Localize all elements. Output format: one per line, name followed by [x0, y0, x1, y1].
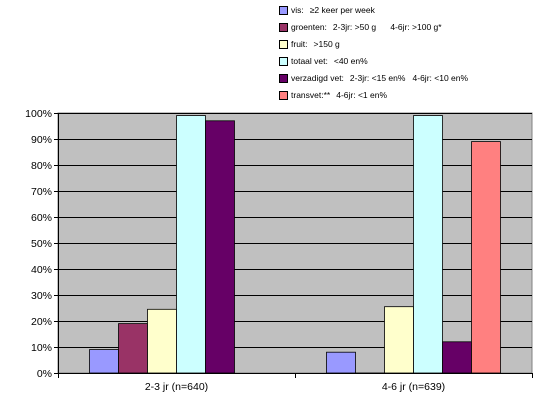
- bar: [176, 115, 206, 374]
- legend-label: fruit:: [291, 39, 308, 49]
- x-tick-label: 2-3 jr (n=640): [145, 381, 208, 393]
- bar: [118, 323, 148, 374]
- legend-item: groenten: 2-3jr: >50 g 4-6jr: >100 g*: [279, 19, 547, 36]
- legend-criteria: <40 en%: [333, 56, 368, 66]
- legend-swatch: [279, 40, 288, 49]
- y-tick-label: 20%: [31, 316, 52, 328]
- legend-item: fruit: >150 g: [279, 36, 547, 53]
- legend-swatch: [279, 6, 288, 15]
- bar: [471, 141, 501, 374]
- y-tick-label: 30%: [31, 290, 52, 302]
- bar: [442, 341, 472, 374]
- x-tick-label: 4-6 jr (n=639): [382, 381, 445, 393]
- legend-label: vis:: [291, 5, 304, 15]
- legend-label: groenten:: [291, 22, 327, 32]
- y-tick-label: 70%: [31, 186, 52, 198]
- y-tick-label: 50%: [31, 238, 52, 250]
- bar: [89, 349, 119, 374]
- legend: vis: ≥2 keer per week groenten: 2-3jr: >50 …: [279, 2, 547, 104]
- bar: [205, 120, 235, 374]
- y-tick-label: 80%: [31, 160, 52, 172]
- legend-label: totaal vet:: [291, 56, 328, 66]
- legend-swatch: [279, 57, 288, 66]
- legend-criteria: ≥2 keer per week: [309, 5, 375, 15]
- legend-swatch: [279, 91, 288, 100]
- legend-item: totaal vet: <40 en%: [279, 53, 547, 70]
- y-tick-label: 60%: [31, 212, 52, 224]
- legend-swatch: [279, 74, 288, 83]
- y-tick-label: 0%: [37, 368, 52, 380]
- legend-label: transvet:**: [291, 90, 331, 100]
- legend-criteria: 2-3jr: <15 en% 4-6jr: <10 en%: [349, 73, 469, 83]
- bar: [355, 372, 385, 374]
- legend-swatch: [279, 23, 288, 32]
- legend-label: verzadigd vet:: [291, 73, 344, 83]
- bar: [413, 115, 443, 374]
- y-tick-label: 100%: [25, 108, 52, 120]
- bar: [326, 351, 356, 374]
- legend-criteria: 4-6jr: <1 en%: [336, 90, 388, 100]
- bar: [384, 306, 414, 374]
- y-tick-label: 90%: [31, 134, 52, 146]
- legend-item: verzadigd vet: 2-3jr: <15 en% 4-6jr: <10 …: [279, 70, 547, 87]
- y-tick-label: 40%: [31, 264, 52, 276]
- y-tick-label: 10%: [31, 342, 52, 354]
- legend-item: vis: ≥2 keer per week: [279, 2, 547, 19]
- legend-criteria: >150 g: [313, 39, 340, 49]
- legend-item: transvet:** 4-6jr: <1 en%: [279, 87, 547, 104]
- legend-criteria: 2-3jr: >50 g 4-6jr: >100 g*: [332, 22, 442, 32]
- bar: [147, 308, 177, 374]
